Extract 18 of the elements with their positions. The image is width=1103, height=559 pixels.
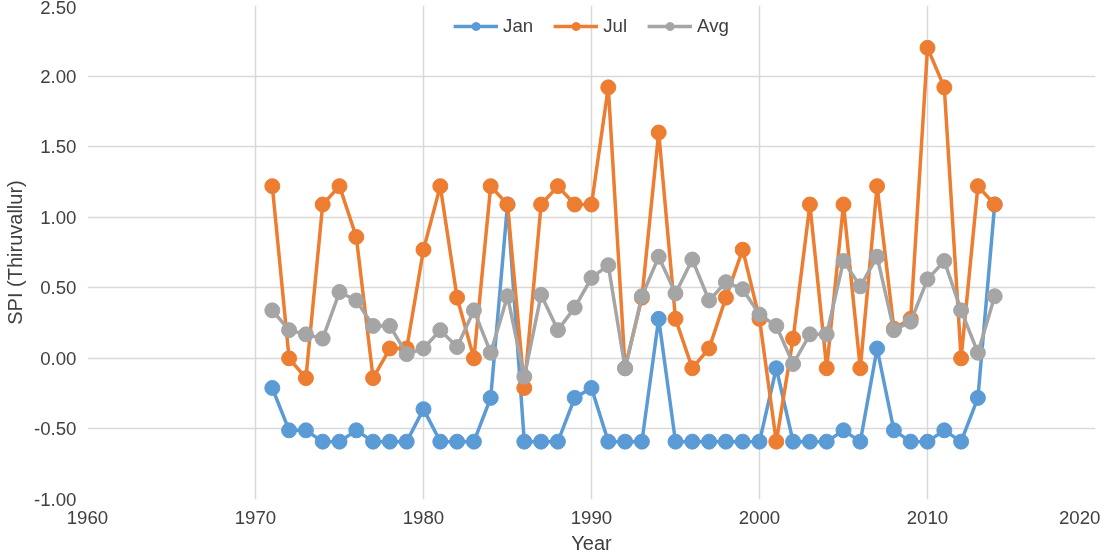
x-tick-label: 1990 xyxy=(570,506,613,528)
legend-label: Avg xyxy=(697,15,729,37)
y-tick-label: 0.00 xyxy=(40,347,77,369)
y-axis-title: SPI (Thiruvallur) xyxy=(3,180,26,325)
y-tick-label: 2.50 xyxy=(40,0,77,18)
x-tick-label: 2010 xyxy=(906,506,949,528)
x-tick-label: 1970 xyxy=(234,506,277,528)
x-tick-label: 2000 xyxy=(738,506,781,528)
x-axis-title: Year xyxy=(571,531,613,554)
y-tick-label: 1.00 xyxy=(40,206,77,228)
y-tick-label: 0.50 xyxy=(40,277,77,299)
y-tick-label: 2.00 xyxy=(40,65,77,87)
x-tick-label: 1980 xyxy=(402,506,445,528)
legend-label: Jan xyxy=(503,15,534,37)
x-tick-label: 2020 xyxy=(1059,506,1101,528)
y-tick-label: -0.50 xyxy=(33,418,77,440)
legend-label: Jul xyxy=(603,15,628,37)
y-tick-label: 1.50 xyxy=(40,136,77,158)
